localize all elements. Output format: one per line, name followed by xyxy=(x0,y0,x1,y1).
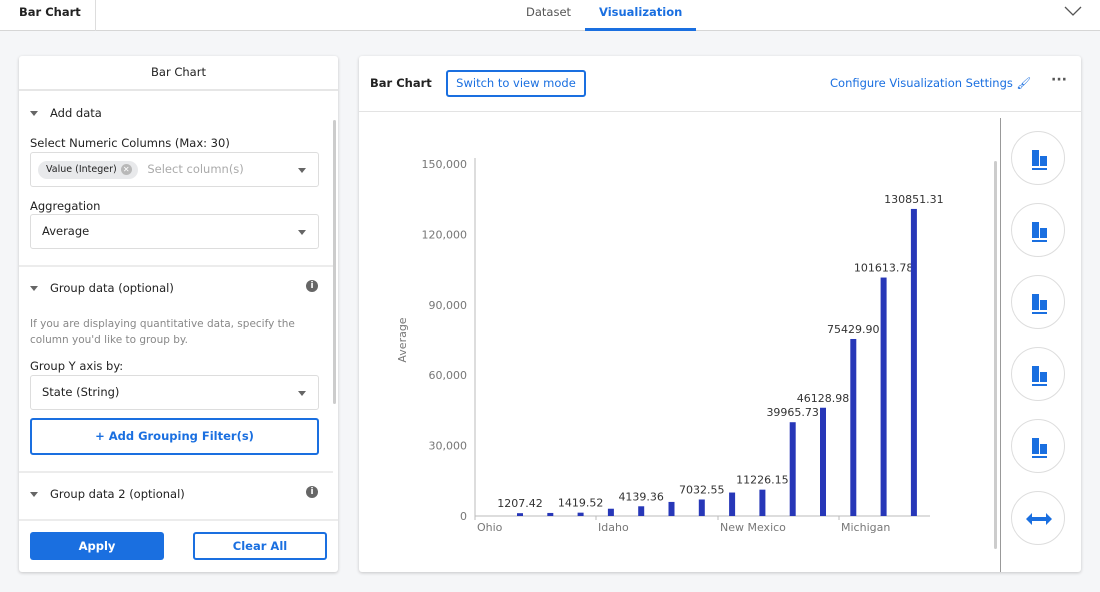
x-tick-label: Ohio xyxy=(477,521,503,534)
bar-data-label: 46128.98 xyxy=(797,392,850,405)
top-bar: Bar Chart Dataset Visualization xyxy=(0,0,1100,31)
apply-button[interactable]: Apply xyxy=(30,532,164,560)
divider xyxy=(359,111,1081,112)
x-tick-label: Idaho xyxy=(598,521,629,534)
bar-data-label: 75429.90 xyxy=(827,323,880,336)
bar[interactable] xyxy=(759,489,766,516)
section-title: Add data xyxy=(50,106,102,120)
bar[interactable] xyxy=(910,208,917,516)
y-tick-label: 150,000 xyxy=(422,158,468,171)
bar-data-label: 1419.52 xyxy=(558,497,604,510)
more-options-button[interactable]: ··· xyxy=(1051,72,1067,88)
chevron-down-icon[interactable] xyxy=(1064,4,1082,18)
switch-view-mode-button[interactable]: Switch to view mode xyxy=(446,70,586,97)
column-chip: Value (Integer) ✕ xyxy=(38,160,138,179)
bar[interactable] xyxy=(789,422,796,516)
y-axis-label: Average xyxy=(396,317,409,362)
configure-settings-link[interactable]: Configure Visualization Settings 🖌 xyxy=(830,76,1031,90)
bar[interactable] xyxy=(607,508,614,516)
divider xyxy=(19,519,338,521)
merge-columns-button[interactable] xyxy=(1011,131,1065,185)
panel-title: Bar Chart xyxy=(19,56,338,91)
divider xyxy=(19,471,333,473)
sort-bars-button[interactable] xyxy=(1011,419,1065,473)
columns-placeholder: Select column(s) xyxy=(147,162,244,176)
divider xyxy=(19,265,333,267)
trend-compare-icon xyxy=(1032,366,1047,386)
y-tick-label: 90,000 xyxy=(429,299,468,312)
sum-button[interactable] xyxy=(1011,203,1065,257)
caret-down-icon xyxy=(30,111,38,116)
section-title: Group data (optional) xyxy=(50,281,174,295)
section-add-data[interactable]: Add data xyxy=(30,106,102,120)
group-y-value: State (String) xyxy=(42,385,120,399)
bar-data-label: 101613.78 xyxy=(854,262,914,275)
caret-down-icon xyxy=(30,492,38,497)
y-tick-label: 120,000 xyxy=(422,228,468,241)
paintbrush-icon: 🖌 xyxy=(1016,76,1032,90)
bar[interactable] xyxy=(729,492,736,516)
percent-100-icon xyxy=(1032,294,1047,314)
caret-down-icon xyxy=(30,286,38,291)
aggregation-select[interactable]: Average xyxy=(30,214,319,249)
app-title: Bar Chart xyxy=(0,0,96,31)
sort-bars-icon xyxy=(1032,438,1047,458)
aggregation-label: Aggregation xyxy=(30,199,101,213)
dropdown-caret-icon xyxy=(298,391,306,396)
config-panel: Bar Chart Add data Select Numeric Column… xyxy=(19,56,338,572)
y-tick-label: 30,000 xyxy=(429,440,468,453)
bar[interactable] xyxy=(517,513,523,516)
sum-icon xyxy=(1032,222,1047,242)
x-tick-label: New Mexico xyxy=(720,521,786,534)
tab-dataset[interactable]: Dataset xyxy=(526,5,572,19)
info-icon[interactable]: i xyxy=(306,280,318,292)
columns-label: Select Numeric Columns (Max: 30) xyxy=(30,136,230,150)
bar-data-label: 39965.73 xyxy=(766,406,819,419)
bar[interactable] xyxy=(547,512,554,516)
chip-label: Value (Integer) xyxy=(46,163,117,175)
aggregation-value: Average xyxy=(42,224,90,238)
swap-axes-icon xyxy=(1026,513,1052,525)
section-group-data[interactable]: Group data (optional) xyxy=(30,281,174,295)
bar[interactable] xyxy=(698,499,705,516)
chart-scrollbar[interactable] xyxy=(994,161,997,549)
bar[interactable] xyxy=(638,506,645,516)
visualization-panel: Bar Chart Switch to view mode Configure … xyxy=(359,56,1081,572)
swap-axes-button[interactable] xyxy=(1011,491,1065,545)
clear-all-button[interactable]: Clear All xyxy=(193,532,327,560)
tab-visualization[interactable]: Visualization xyxy=(585,0,697,31)
group-help-text: If you are displaying quantitative data,… xyxy=(30,318,295,346)
group-y-label: Group Y axis by: xyxy=(30,359,124,373)
bar-data-label: 7032.55 xyxy=(679,483,725,496)
bar-data-label: 11226.15 xyxy=(736,474,789,487)
merge-columns-icon xyxy=(1032,150,1047,170)
section-title: Group data 2 (optional) xyxy=(50,487,185,501)
divider xyxy=(1000,118,1001,572)
bar-data-label: 130851.31 xyxy=(884,193,944,206)
y-tick-label: 60,000 xyxy=(429,369,468,382)
add-grouping-filter-button[interactable]: + Add Grouping Filter(s) xyxy=(30,418,319,455)
group-y-select[interactable]: State (String) xyxy=(30,375,319,410)
bar[interactable] xyxy=(668,501,675,516)
configure-label: Configure Visualization Settings xyxy=(830,76,1013,90)
dropdown-caret-icon xyxy=(298,168,306,173)
scrollbar[interactable] xyxy=(333,120,336,404)
bar-data-label: 4139.36 xyxy=(618,490,664,503)
bar[interactable] xyxy=(850,338,857,516)
remove-chip-icon[interactable]: ✕ xyxy=(120,163,132,175)
trend-compare-button[interactable] xyxy=(1011,347,1065,401)
bar[interactable] xyxy=(820,407,826,516)
dropdown-caret-icon xyxy=(298,230,306,235)
numeric-columns-select[interactable]: Value (Integer) ✕ Select column(s) xyxy=(30,152,319,187)
percent-100-button[interactable] xyxy=(1011,275,1065,329)
bar[interactable] xyxy=(880,277,887,516)
bar-data-label: 1207.42 xyxy=(497,497,543,510)
bar[interactable] xyxy=(577,512,584,516)
x-tick-label: Michigan xyxy=(841,521,890,534)
y-tick-label: 0 xyxy=(460,510,467,523)
chart-title: Bar Chart xyxy=(370,76,432,90)
section-group-data-2[interactable]: Group data 2 (optional) xyxy=(30,487,185,501)
info-icon[interactable]: i xyxy=(306,486,318,498)
